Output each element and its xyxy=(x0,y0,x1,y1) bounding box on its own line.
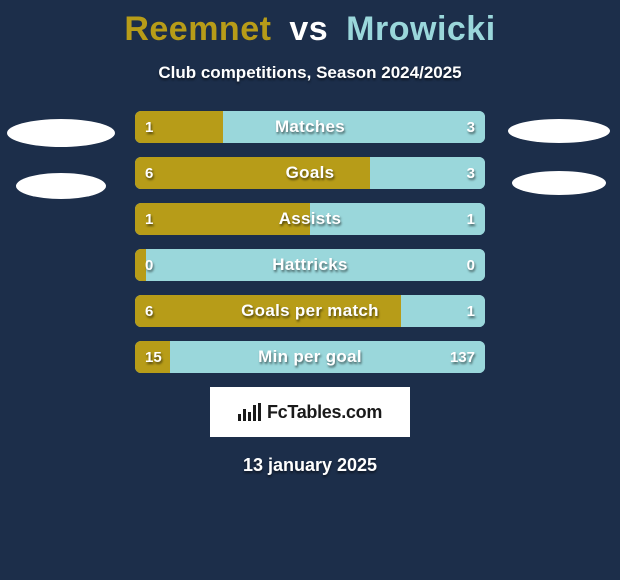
logo-box: FcTables.com xyxy=(210,387,410,437)
title: Reemnet vs Mrowicki xyxy=(0,10,620,49)
ellipse-decoration xyxy=(512,171,606,195)
left-decorations xyxy=(6,111,116,199)
stat-row: 61Goals per match xyxy=(135,295,485,327)
date-text: 13 january 2025 xyxy=(0,455,620,476)
stat-row: 15137Min per goal xyxy=(135,341,485,373)
stat-label: Matches xyxy=(135,111,485,143)
comparison-card: Reemnet vs Mrowicki Club competitions, S… xyxy=(0,0,620,580)
stat-row: 00Hattricks xyxy=(135,249,485,281)
ellipse-decoration xyxy=(7,119,115,147)
stat-label: Assists xyxy=(135,203,485,235)
stat-label: Goals xyxy=(135,157,485,189)
player1-name: Reemnet xyxy=(124,10,271,48)
stat-label: Hattricks xyxy=(135,249,485,281)
content: 13Matches 63Goals 11Assists 00Hattricks 61Go… xyxy=(0,111,620,476)
ellipse-decoration xyxy=(508,119,610,143)
subtitle: Club competitions, Season 2024/2025 xyxy=(0,63,620,83)
vs-text: vs xyxy=(289,10,328,48)
stat-label: Goals per match xyxy=(135,295,485,327)
logo-text: FcTables.com xyxy=(267,402,382,423)
stat-row: 13Matches xyxy=(135,111,485,143)
bar-chart-icon xyxy=(238,403,261,421)
stat-row: 63Goals xyxy=(135,157,485,189)
stat-row: 11Assists xyxy=(135,203,485,235)
stat-bars: 13Matches 63Goals 11Assists 00Hattricks 61Go… xyxy=(135,111,485,373)
ellipse-decoration xyxy=(16,173,106,199)
right-decorations xyxy=(504,111,614,195)
stat-label: Min per goal xyxy=(135,341,485,373)
player2-name: Mrowicki xyxy=(346,10,495,48)
